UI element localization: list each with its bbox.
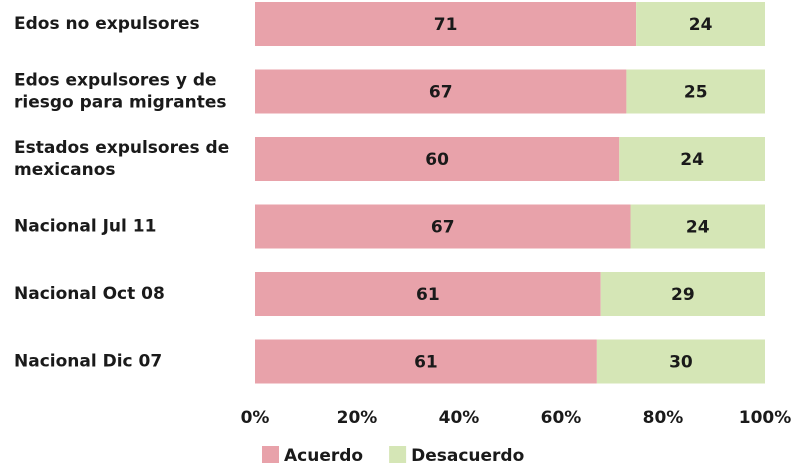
bar-segment xyxy=(255,137,620,181)
bar-segment xyxy=(630,204,765,249)
bar-segment xyxy=(255,2,637,46)
category-label: Edos expulsores y de riesgo para migrante… xyxy=(14,71,226,113)
bar-segment xyxy=(255,339,597,384)
value-label: 25 xyxy=(684,83,708,103)
legend-swatch xyxy=(262,446,279,463)
value-label: 71 xyxy=(434,15,458,35)
value-label: 61 xyxy=(416,285,440,305)
x-tick-label: 80% xyxy=(643,408,684,428)
legend-label: Acuerdo xyxy=(284,446,363,466)
x-tick-label: 40% xyxy=(439,408,480,428)
category-label: Nacional Jul 11 xyxy=(14,217,156,237)
x-tick-label: 100% xyxy=(739,408,792,428)
category-label: Edos no expulsores xyxy=(14,14,200,34)
x-tick-label: 0% xyxy=(241,408,270,428)
bar-segment xyxy=(619,137,765,181)
bar-segment xyxy=(255,69,627,114)
value-label: 67 xyxy=(429,83,453,103)
bar-segment xyxy=(596,339,765,384)
value-label: 29 xyxy=(671,285,695,305)
bar-segment xyxy=(636,2,765,46)
bar-segment xyxy=(255,204,631,249)
bar-segment xyxy=(255,272,601,316)
value-label: 30 xyxy=(669,353,693,373)
value-label: 24 xyxy=(686,218,710,238)
bar-segment xyxy=(600,272,765,316)
legend-swatch xyxy=(389,446,407,463)
category-label: Estados expulsores de mexicanos xyxy=(14,138,229,180)
category-label: Nacional Oct 08 xyxy=(14,284,165,304)
x-tick-label: 60% xyxy=(541,408,582,428)
value-label: 24 xyxy=(689,15,713,35)
category-label: Nacional Dic 07 xyxy=(14,352,162,372)
legend-label: Desacuerdo xyxy=(411,446,524,466)
value-label: 60 xyxy=(425,150,449,170)
value-label: 67 xyxy=(431,218,455,238)
bar-segment xyxy=(626,69,765,114)
value-label: 24 xyxy=(680,150,704,170)
value-label: 61 xyxy=(414,353,438,373)
x-tick-label: 20% xyxy=(337,408,378,428)
